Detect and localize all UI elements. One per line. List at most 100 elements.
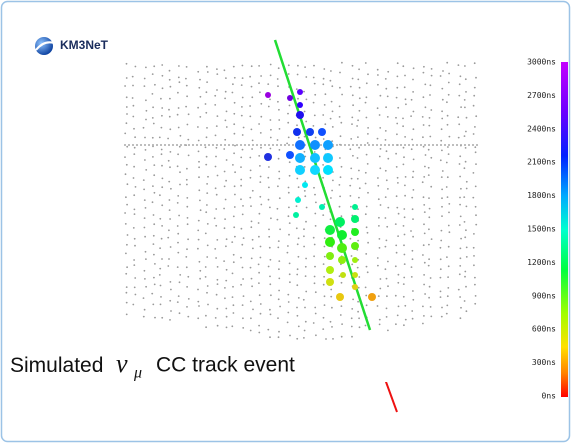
- module-dot: [187, 276, 189, 278]
- module-dot: [304, 195, 306, 197]
- module-dot: [447, 287, 449, 289]
- module-dot: [188, 144, 190, 146]
- module-dot: [169, 98, 171, 100]
- module-dot: [441, 215, 443, 217]
- hit: [310, 165, 320, 175]
- module-dot: [313, 187, 315, 189]
- module-dot: [459, 296, 461, 298]
- module-dot: [233, 216, 235, 218]
- hit: [295, 197, 301, 203]
- module-dot: [232, 83, 234, 85]
- module-dot: [234, 206, 236, 208]
- module-dot: [216, 147, 218, 149]
- module-dot: [403, 225, 405, 227]
- module-dot: [161, 204, 163, 206]
- module-dot: [350, 168, 352, 170]
- module-dot: [152, 73, 154, 75]
- module-dot: [124, 212, 126, 214]
- module-dot: [249, 197, 251, 199]
- module-dot: [350, 86, 352, 88]
- module-dot: [186, 286, 188, 288]
- module-dot: [472, 144, 474, 146]
- module-dot: [324, 256, 326, 258]
- module-dot: [144, 236, 146, 238]
- module-dot: [315, 313, 317, 315]
- module-dot: [177, 153, 179, 155]
- module-dot: [367, 127, 369, 129]
- module-dot: [323, 68, 325, 70]
- module-dot: [412, 91, 414, 93]
- module-dot: [376, 144, 378, 146]
- module-dot: [430, 109, 432, 111]
- module-dot: [152, 201, 154, 203]
- module-dot: [473, 105, 475, 107]
- module-dot: [340, 144, 342, 146]
- module-dot: [396, 87, 398, 89]
- module-dot: [367, 133, 369, 135]
- hit: [326, 252, 334, 260]
- module-dot: [215, 187, 217, 189]
- module-dot: [169, 116, 171, 118]
- module-dot: [441, 197, 443, 199]
- module-dot: [423, 176, 425, 178]
- module-dot: [440, 277, 442, 279]
- module-dot: [351, 255, 353, 257]
- module-dot: [365, 172, 367, 174]
- module-dot: [133, 153, 135, 155]
- module-dot: [440, 291, 442, 293]
- module-dot: [413, 159, 415, 161]
- module-dot: [225, 120, 227, 122]
- module-dot: [233, 123, 235, 125]
- module-dot: [298, 297, 300, 299]
- module-dot: [133, 105, 135, 107]
- module-dot: [395, 117, 397, 119]
- module-dot: [385, 268, 387, 270]
- module-dot: [224, 186, 226, 188]
- module-dot: [430, 306, 432, 308]
- module-dot: [269, 283, 271, 285]
- module-dot: [223, 260, 225, 262]
- module-dot: [251, 86, 253, 88]
- module-dot: [200, 209, 202, 211]
- colorbar-label: 0ns: [542, 392, 557, 401]
- module-dot: [351, 336, 353, 338]
- module-dot: [240, 144, 242, 146]
- module-dot: [432, 144, 434, 146]
- module-dot: [475, 163, 477, 165]
- module-dot: [441, 88, 443, 90]
- module-dot: [169, 300, 171, 302]
- hit: [293, 212, 299, 218]
- module-dot: [185, 256, 187, 258]
- module-dot: [153, 214, 155, 216]
- module-dot: [145, 99, 147, 101]
- caption-suffix: CC track event: [156, 354, 295, 377]
- module-dot: [358, 68, 360, 70]
- module-dot: [428, 258, 430, 260]
- module-dot: [268, 199, 270, 201]
- module-dot: [449, 136, 451, 138]
- module-dot: [352, 65, 354, 67]
- module-dot: [126, 204, 128, 206]
- module-dot: [430, 157, 432, 159]
- module-dot: [388, 144, 390, 146]
- hit: [293, 128, 301, 136]
- module-dot: [297, 243, 299, 245]
- module-dot: [411, 197, 413, 199]
- hit: [310, 153, 320, 163]
- module-dot: [357, 178, 359, 180]
- module-dot: [366, 226, 368, 228]
- colorbar-label: 1500ns: [527, 225, 556, 234]
- module-dot: [252, 144, 254, 146]
- module-dot: [322, 177, 324, 179]
- module-dot: [168, 160, 170, 162]
- module-dot: [473, 95, 475, 97]
- module-dot: [172, 144, 174, 146]
- module-dot: [386, 316, 388, 318]
- module-dot: [358, 170, 360, 172]
- module-dot: [314, 276, 316, 278]
- module-dot: [179, 184, 181, 186]
- hit: [295, 153, 305, 163]
- module-dot: [323, 284, 325, 286]
- module-dot: [315, 225, 317, 227]
- module-dot: [133, 227, 135, 229]
